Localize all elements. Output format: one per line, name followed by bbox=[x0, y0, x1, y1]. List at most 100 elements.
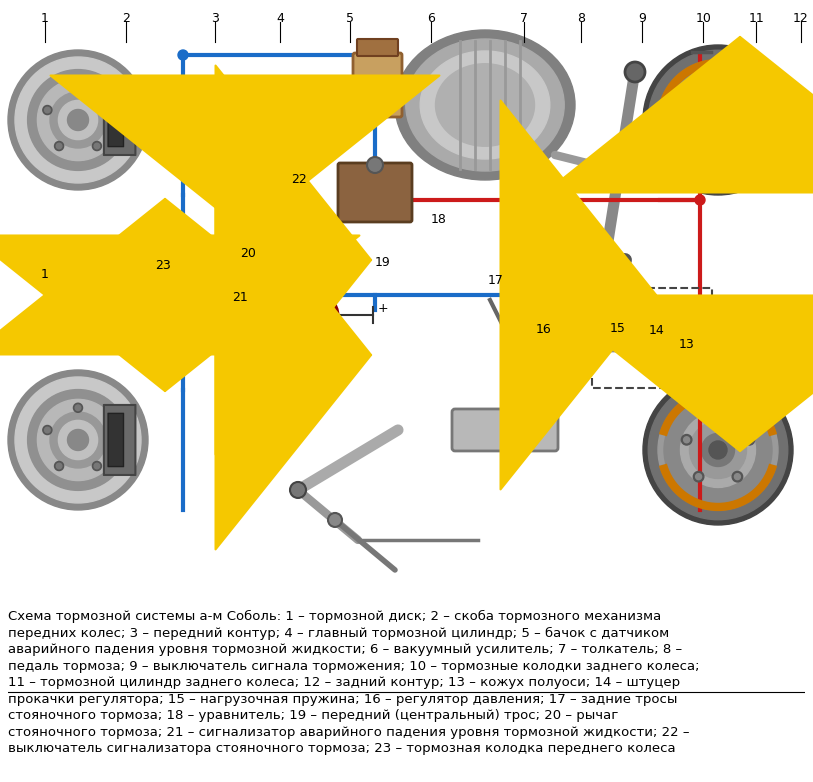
Circle shape bbox=[696, 144, 702, 149]
Circle shape bbox=[664, 66, 772, 174]
Circle shape bbox=[658, 60, 778, 180]
Text: 19: 19 bbox=[374, 256, 390, 269]
Ellipse shape bbox=[420, 51, 550, 159]
Circle shape bbox=[680, 82, 755, 157]
Circle shape bbox=[702, 103, 734, 137]
Circle shape bbox=[744, 435, 754, 445]
Circle shape bbox=[648, 50, 788, 190]
Circle shape bbox=[93, 142, 102, 151]
Circle shape bbox=[367, 157, 383, 173]
Circle shape bbox=[15, 377, 141, 503]
Text: 7: 7 bbox=[520, 12, 528, 25]
FancyBboxPatch shape bbox=[338, 163, 412, 222]
Circle shape bbox=[709, 441, 727, 459]
FancyBboxPatch shape bbox=[104, 85, 136, 155]
Circle shape bbox=[45, 427, 50, 432]
Circle shape bbox=[664, 396, 772, 504]
Circle shape bbox=[696, 474, 702, 479]
Text: 4: 4 bbox=[276, 12, 285, 25]
Circle shape bbox=[744, 105, 754, 115]
Circle shape bbox=[54, 461, 63, 471]
Circle shape bbox=[684, 107, 689, 113]
Circle shape bbox=[693, 142, 704, 152]
Text: 22: 22 bbox=[291, 174, 307, 186]
Circle shape bbox=[658, 390, 778, 510]
Circle shape bbox=[67, 109, 89, 131]
Circle shape bbox=[370, 165, 380, 175]
Circle shape bbox=[75, 405, 80, 411]
Text: 8: 8 bbox=[577, 12, 585, 25]
Circle shape bbox=[43, 106, 52, 115]
Circle shape bbox=[713, 82, 724, 92]
Circle shape bbox=[94, 143, 100, 149]
Circle shape bbox=[733, 472, 742, 482]
Circle shape bbox=[28, 389, 128, 490]
Text: 1: 1 bbox=[41, 268, 49, 281]
Circle shape bbox=[45, 107, 50, 113]
Circle shape bbox=[106, 107, 111, 113]
Text: 10: 10 bbox=[695, 12, 711, 25]
Circle shape bbox=[648, 380, 788, 520]
Text: 5: 5 bbox=[346, 12, 354, 25]
Circle shape bbox=[733, 142, 742, 152]
Circle shape bbox=[75, 85, 80, 91]
Circle shape bbox=[56, 143, 62, 149]
Circle shape bbox=[104, 425, 113, 435]
Circle shape bbox=[37, 80, 119, 160]
Circle shape bbox=[8, 370, 148, 510]
FancyBboxPatch shape bbox=[353, 53, 402, 117]
Text: +: + bbox=[378, 302, 389, 315]
Circle shape bbox=[93, 461, 102, 471]
Circle shape bbox=[643, 375, 793, 525]
Circle shape bbox=[709, 60, 727, 78]
Circle shape bbox=[715, 84, 721, 90]
Ellipse shape bbox=[436, 64, 534, 146]
Circle shape bbox=[28, 70, 128, 170]
Text: 16: 16 bbox=[535, 323, 551, 336]
Circle shape bbox=[712, 337, 748, 373]
Circle shape bbox=[94, 463, 100, 469]
Circle shape bbox=[106, 427, 111, 432]
Circle shape bbox=[67, 429, 89, 450]
Text: 6: 6 bbox=[427, 12, 435, 25]
Circle shape bbox=[684, 437, 689, 443]
Text: 13: 13 bbox=[679, 338, 695, 351]
Circle shape bbox=[43, 425, 52, 435]
Text: 20: 20 bbox=[240, 246, 256, 260]
Text: 23: 23 bbox=[154, 259, 171, 272]
Ellipse shape bbox=[406, 39, 564, 171]
Circle shape bbox=[695, 313, 705, 323]
Circle shape bbox=[104, 106, 113, 115]
Text: 3: 3 bbox=[211, 12, 220, 25]
FancyBboxPatch shape bbox=[580, 309, 681, 351]
Circle shape bbox=[56, 463, 62, 469]
Circle shape bbox=[746, 437, 752, 443]
Circle shape bbox=[73, 404, 83, 412]
Circle shape bbox=[695, 195, 705, 205]
Text: Схема тормозной системы а-м Соболь: 1 – тормозной диск; 2 – скоба тормозного мех: Схема тормозной системы а-м Соболь: 1 – … bbox=[8, 610, 700, 755]
Circle shape bbox=[59, 421, 98, 460]
Text: 17: 17 bbox=[488, 274, 504, 287]
Circle shape bbox=[298, 295, 338, 335]
Circle shape bbox=[709, 111, 727, 129]
Circle shape bbox=[178, 50, 188, 60]
Text: 2: 2 bbox=[122, 12, 130, 25]
Circle shape bbox=[681, 105, 692, 115]
Circle shape bbox=[680, 412, 755, 487]
Circle shape bbox=[693, 472, 704, 482]
Circle shape bbox=[709, 390, 727, 408]
Circle shape bbox=[50, 92, 106, 148]
Circle shape bbox=[643, 45, 793, 195]
Circle shape bbox=[37, 400, 119, 481]
Text: 1: 1 bbox=[41, 12, 49, 25]
Circle shape bbox=[54, 142, 63, 151]
Circle shape bbox=[702, 433, 734, 467]
Text: 12: 12 bbox=[793, 12, 809, 25]
Circle shape bbox=[73, 83, 83, 92]
Circle shape bbox=[715, 414, 721, 420]
Circle shape bbox=[746, 107, 752, 113]
Circle shape bbox=[734, 144, 741, 149]
Text: 14: 14 bbox=[649, 324, 665, 337]
Circle shape bbox=[625, 62, 645, 82]
Circle shape bbox=[689, 91, 746, 149]
